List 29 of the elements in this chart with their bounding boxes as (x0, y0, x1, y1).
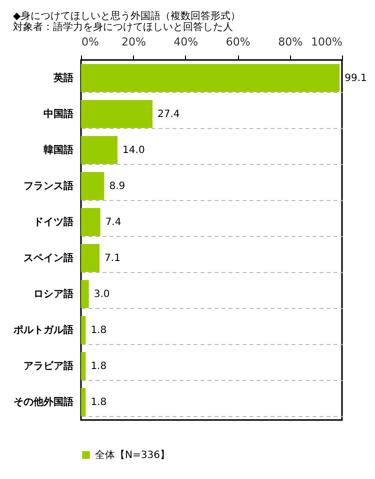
x-tick-label: 0% (82, 36, 99, 48)
y-tick-label: その他外国語 (14, 396, 74, 408)
data-label: 7.4 (105, 217, 122, 228)
data-label: 14.0 (122, 145, 145, 156)
y-tick-label: 韓国語 (44, 144, 74, 156)
x-tick-label: 100% (311, 36, 342, 48)
x-tick-label: 20% (121, 36, 146, 48)
y-tick-label: スペイン語 (24, 252, 74, 264)
chart-subtitle: 対象者：語学力を身につけてほしいと回答した人 (13, 21, 233, 33)
data-label: 3.0 (94, 289, 110, 300)
data-label: 1.8 (90, 397, 107, 408)
y-tick-label: ロシア語 (34, 288, 74, 300)
data-label: 27.4 (158, 109, 180, 120)
y-tick-label: 英語 (52, 72, 74, 84)
chart-title: ◆身につけてほしいと思う外国語（複数回答形式） (13, 10, 241, 22)
data-label: 99.1 (344, 73, 367, 84)
y-tick-label: ドイツ語 (34, 216, 74, 228)
x-tick-label: 60% (226, 36, 250, 48)
x-tick-label: 40% (174, 36, 198, 48)
legend-label: 全体【N=336】 (95, 449, 170, 461)
data-label: 8.9 (109, 181, 126, 192)
data-label: 1.8 (90, 325, 107, 336)
y-tick-label: ポルトガル語 (12, 324, 74, 336)
y-tick-label: 中国語 (44, 108, 74, 120)
x-tick-label: 80% (278, 36, 303, 48)
data-label: 1.8 (90, 361, 107, 372)
data-label: 7.1 (104, 253, 120, 264)
y-tick-label: アラビア語 (24, 360, 74, 372)
y-tick-label: フランス語 (24, 180, 74, 192)
